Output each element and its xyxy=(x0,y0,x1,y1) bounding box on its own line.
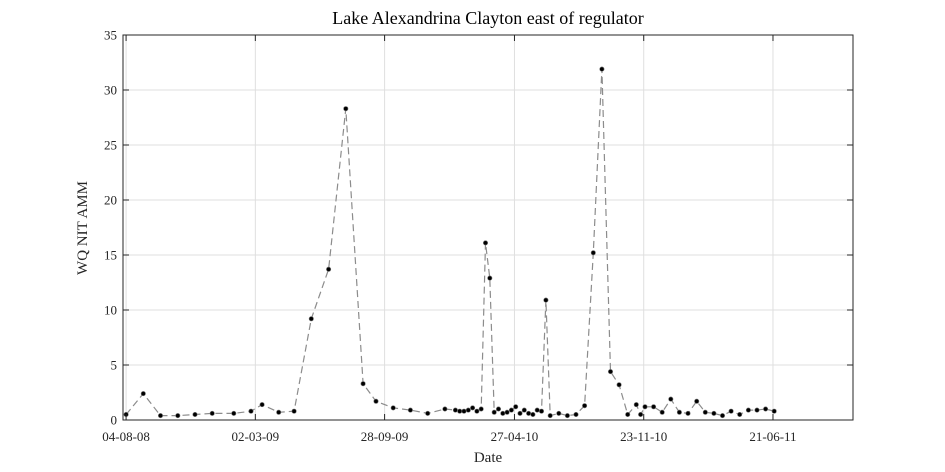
y-tick-label: 5 xyxy=(111,358,118,373)
x-tick-label: 21-06-11 xyxy=(749,429,796,444)
data-point xyxy=(508,407,514,413)
data-point xyxy=(685,410,691,416)
data-point xyxy=(513,404,519,410)
y-tick-labels: 0 5 10 15 20 25 30 35 xyxy=(104,28,117,428)
data-point xyxy=(504,409,510,415)
data-point xyxy=(573,411,579,417)
data-point xyxy=(474,408,480,414)
x-tick-label: 28-09-09 xyxy=(361,429,409,444)
data-point xyxy=(702,409,708,415)
x-axis-label: Date xyxy=(474,450,503,466)
data-point xyxy=(248,408,254,414)
data-point xyxy=(343,106,349,112)
data-point xyxy=(538,408,544,414)
data-point xyxy=(495,406,501,412)
data-point xyxy=(390,405,396,411)
data-point xyxy=(276,409,282,415)
data-point xyxy=(209,410,215,416)
data-point xyxy=(534,407,540,413)
axis-ticks xyxy=(123,34,853,421)
data-point xyxy=(737,411,743,417)
series-line xyxy=(125,69,775,417)
data-point xyxy=(526,410,532,416)
data-point xyxy=(590,250,596,256)
data-point xyxy=(694,398,700,404)
grid xyxy=(123,35,853,420)
data-point xyxy=(556,410,562,416)
data-point xyxy=(625,411,631,417)
data-point xyxy=(457,408,463,414)
data-point xyxy=(407,407,413,413)
data-point xyxy=(326,266,332,272)
data-point xyxy=(291,408,297,414)
data-point xyxy=(771,408,777,414)
data-point xyxy=(500,410,506,416)
data-point xyxy=(487,275,493,281)
data-point xyxy=(745,407,751,413)
data-point xyxy=(719,413,725,419)
data-point xyxy=(582,403,588,409)
data-point xyxy=(564,413,570,419)
plot-frame xyxy=(122,34,854,421)
data-point xyxy=(140,391,146,397)
data-point xyxy=(633,402,639,408)
data-point xyxy=(547,413,553,419)
data-point xyxy=(728,408,734,414)
y-axis-label: WQ NIT AMM xyxy=(75,181,91,275)
y-tick-label: 10 xyxy=(104,303,117,318)
data-point xyxy=(470,405,476,411)
data-point xyxy=(158,413,164,419)
data-point xyxy=(491,409,497,415)
data-point xyxy=(482,240,488,246)
data-point xyxy=(517,410,523,416)
data-points xyxy=(123,66,777,419)
data-point xyxy=(259,402,265,408)
x-tick-label: 27-04-10 xyxy=(491,429,539,444)
y-tick-label: 20 xyxy=(104,193,117,208)
chart-title: Lake Alexandrina Clayton east of regulat… xyxy=(332,8,643,28)
y-tick-label: 15 xyxy=(104,248,117,263)
data-point xyxy=(651,404,657,410)
data-point xyxy=(373,398,379,404)
data-point xyxy=(754,407,760,413)
data-point xyxy=(452,407,458,413)
data-point xyxy=(521,407,527,413)
data-point xyxy=(442,406,448,412)
y-tick-label: 30 xyxy=(104,83,117,98)
data-point xyxy=(599,66,605,72)
y-tick-label: 0 xyxy=(111,413,118,428)
series-line-layer xyxy=(125,69,775,417)
x-tick-labels: 04-08-08 02-03-09 28-09-09 27-04-10 23-11-10… xyxy=(102,429,796,444)
x-tick-label: 02-03-09 xyxy=(231,429,279,444)
data-point xyxy=(461,408,467,414)
data-point xyxy=(607,369,613,375)
data-point xyxy=(308,316,314,322)
data-point xyxy=(360,381,366,387)
x-tick-label: 23-11-10 xyxy=(620,429,667,444)
data-point xyxy=(478,406,484,412)
data-point xyxy=(711,410,717,416)
data-point xyxy=(425,410,431,416)
data-point xyxy=(530,411,536,417)
y-tick-label: 35 xyxy=(104,28,117,43)
x-tick-label: 04-08-08 xyxy=(102,429,150,444)
data-point xyxy=(763,406,769,412)
data-point xyxy=(175,413,181,419)
data-point xyxy=(192,411,198,417)
data-point xyxy=(676,409,682,415)
data-point xyxy=(668,396,674,402)
data-point xyxy=(642,404,648,410)
y-tick-label: 25 xyxy=(104,138,117,153)
data-point xyxy=(465,407,471,413)
data-point xyxy=(543,297,549,303)
data-point xyxy=(638,411,644,417)
data-point xyxy=(659,409,665,415)
data-point xyxy=(231,410,237,416)
data-point xyxy=(616,382,622,388)
